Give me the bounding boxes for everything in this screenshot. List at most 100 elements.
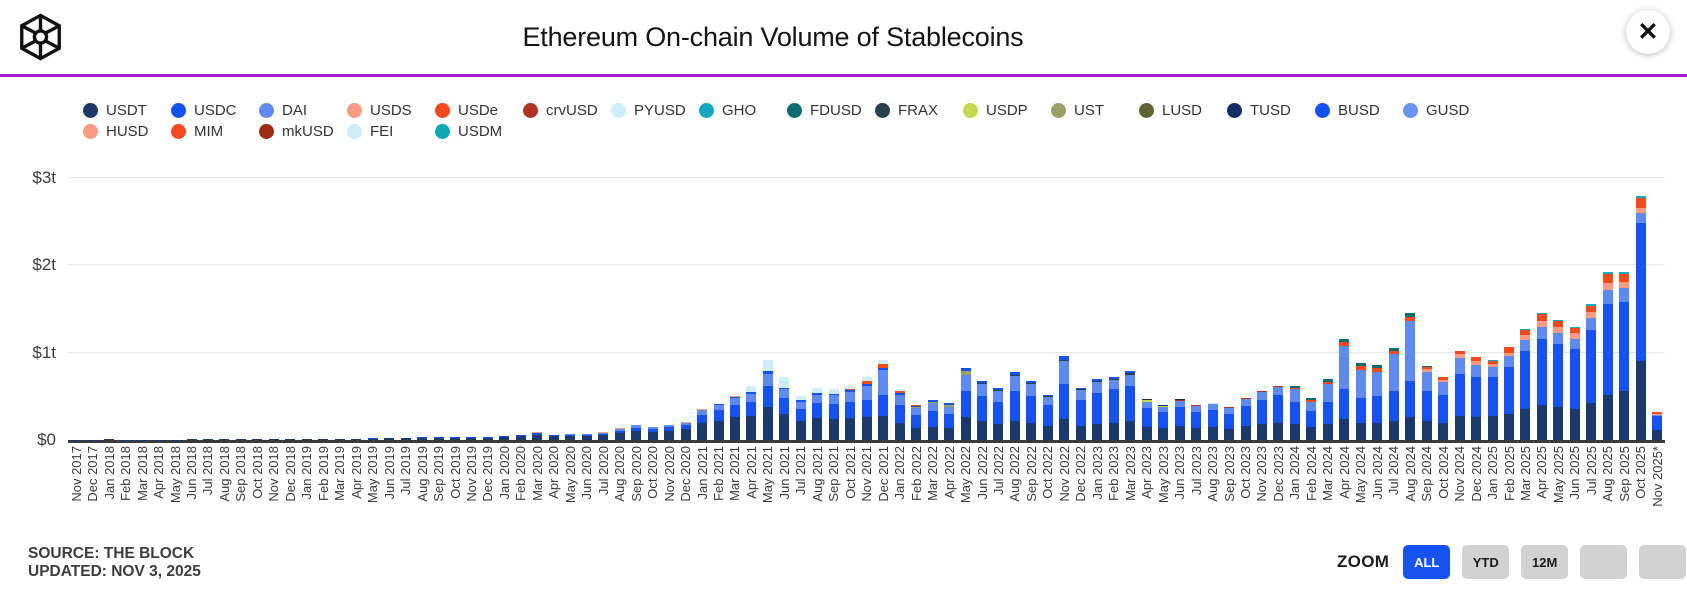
bar-slot-Mar-2025[interactable] xyxy=(1517,165,1533,440)
legend-item-FRAX[interactable]: FRAX xyxy=(875,100,963,121)
legend-item-USDP[interactable]: USDP xyxy=(963,100,1051,121)
bar-slot-May-2022[interactable] xyxy=(957,165,973,440)
bar-slot-Sep-2022[interactable] xyxy=(1023,165,1039,440)
bar-slot-Feb-2022[interactable] xyxy=(908,165,924,440)
bar-slot-Apr-2020[interactable] xyxy=(546,165,562,440)
bar-slot-Dec-2017[interactable] xyxy=(84,165,100,440)
bar-slot-May-2020[interactable] xyxy=(562,165,578,440)
bar-slot-May-2019[interactable] xyxy=(364,165,380,440)
bar-slot-Feb-2020[interactable] xyxy=(513,165,529,440)
bar-slot-Jan-2022[interactable] xyxy=(891,165,907,440)
bar-slot-Jan-2018[interactable] xyxy=(101,165,117,440)
legend-item-LUSD[interactable]: LUSD xyxy=(1139,100,1227,121)
bar-slot-Jun-2020[interactable] xyxy=(579,165,595,440)
bar-slot-Feb-2021[interactable] xyxy=(710,165,726,440)
bar-slot-Mar-2022[interactable] xyxy=(924,165,940,440)
bar-slot-Jan-2020[interactable] xyxy=(496,165,512,440)
bar-slot-Nov-2025-[interactable] xyxy=(1649,165,1665,440)
bar-slot-Apr-2023[interactable] xyxy=(1138,165,1154,440)
bar-slot-Sep-2021[interactable] xyxy=(826,165,842,440)
bar-slot-Aug-2020[interactable] xyxy=(611,165,627,440)
bar-slot-Feb-2024[interactable] xyxy=(1303,165,1319,440)
bar-slot-Feb-2025[interactable] xyxy=(1501,165,1517,440)
bar-slot-Jun-2019[interactable] xyxy=(381,165,397,440)
bar-slot-Sep-2024[interactable] xyxy=(1418,165,1434,440)
bar-slot-Nov-2017[interactable] xyxy=(68,165,84,440)
bar-slot-Jul-2023[interactable] xyxy=(1188,165,1204,440)
zoom-button-blank-3[interactable] xyxy=(1580,545,1628,579)
zoom-button-ALL[interactable]: ALL xyxy=(1403,545,1451,579)
bar-slot-Nov-2024[interactable] xyxy=(1451,165,1467,440)
bar-slot-Mar-2023[interactable] xyxy=(1122,165,1138,440)
bar-slot-Aug-2022[interactable] xyxy=(1007,165,1023,440)
bar-slot-Jul-2024[interactable] xyxy=(1386,165,1402,440)
bar-slot-Dec-2023[interactable] xyxy=(1270,165,1286,440)
bar-slot-Jul-2022[interactable] xyxy=(990,165,1006,440)
bar-slot-Mar-2018[interactable] xyxy=(134,165,150,440)
bar-slot-Jan-2019[interactable] xyxy=(299,165,315,440)
bar-slot-Jan-2021[interactable] xyxy=(694,165,710,440)
zoom-button-12M[interactable]: 12M xyxy=(1521,545,1569,579)
bar-slot-Oct-2022[interactable] xyxy=(1040,165,1056,440)
bar-slot-Dec-2020[interactable] xyxy=(677,165,693,440)
bar-slot-May-2023[interactable] xyxy=(1155,165,1171,440)
bar-slot-May-2018[interactable] xyxy=(167,165,183,440)
bar-slot-Oct-2024[interactable] xyxy=(1435,165,1451,440)
legend-item-USDC[interactable]: USDC xyxy=(171,100,259,121)
bar-slot-Sep-2018[interactable] xyxy=(233,165,249,440)
bar-slot-Dec-2018[interactable] xyxy=(282,165,298,440)
bar-slot-Jan-2023[interactable] xyxy=(1089,165,1105,440)
bar-slot-Apr-2024[interactable] xyxy=(1336,165,1352,440)
legend-item-PYUSD[interactable]: PYUSD xyxy=(611,100,699,121)
bar-slot-Oct-2023[interactable] xyxy=(1237,165,1253,440)
bar-slot-Jan-2025[interactable] xyxy=(1484,165,1500,440)
the-block-logo[interactable] xyxy=(18,12,63,62)
bar-slot-Nov-2022[interactable] xyxy=(1056,165,1072,440)
bar-slot-May-2024[interactable] xyxy=(1353,165,1369,440)
legend-item-UST[interactable]: UST xyxy=(1051,100,1139,121)
bar-slot-Mar-2021[interactable] xyxy=(727,165,743,440)
legend-item-TUSD[interactable]: TUSD xyxy=(1227,100,1315,121)
zoom-button-blank-4[interactable] xyxy=(1639,545,1687,579)
bar-slot-Sep-2025[interactable] xyxy=(1616,165,1632,440)
legend-item-FDUSD[interactable]: FDUSD xyxy=(787,100,875,121)
bar-slot-Mar-2024[interactable] xyxy=(1320,165,1336,440)
bar-slot-Nov-2023[interactable] xyxy=(1254,165,1270,440)
bar-slot-Dec-2022[interactable] xyxy=(1073,165,1089,440)
bar-slot-Jun-2025[interactable] xyxy=(1567,165,1583,440)
legend-item-BUSD[interactable]: BUSD xyxy=(1315,100,1403,121)
bar-slot-Feb-2023[interactable] xyxy=(1106,165,1122,440)
bar-slot-Nov-2020[interactable] xyxy=(661,165,677,440)
bar-slot-Sep-2023[interactable] xyxy=(1221,165,1237,440)
bar-slot-Jul-2025[interactable] xyxy=(1583,165,1599,440)
bar-slot-Jul-2021[interactable] xyxy=(793,165,809,440)
bar-slot-Oct-2020[interactable] xyxy=(644,165,660,440)
bar-slot-Jul-2020[interactable] xyxy=(595,165,611,440)
legend-item-FEI[interactable]: FEI xyxy=(347,121,435,142)
legend-item-HUSD[interactable]: HUSD xyxy=(83,121,171,142)
bar-slot-Feb-2018[interactable] xyxy=(117,165,133,440)
bar-slot-Dec-2019[interactable] xyxy=(480,165,496,440)
bar-slot-Oct-2018[interactable] xyxy=(249,165,265,440)
bar-slot-Mar-2019[interactable] xyxy=(332,165,348,440)
legend-item-GHO[interactable]: GHO xyxy=(699,100,787,121)
bar-slot-Jan-2024[interactable] xyxy=(1287,165,1303,440)
zoom-button-YTD[interactable]: YTD xyxy=(1462,545,1510,579)
bar-slot-Apr-2022[interactable] xyxy=(941,165,957,440)
bar-slot-Jun-2022[interactable] xyxy=(974,165,990,440)
bar-slot-Apr-2018[interactable] xyxy=(150,165,166,440)
legend-item-USDS[interactable]: USDS xyxy=(347,100,435,121)
close-button[interactable]: ✕ xyxy=(1626,10,1670,54)
bar-slot-Oct-2021[interactable] xyxy=(842,165,858,440)
bar-slot-Nov-2021[interactable] xyxy=(859,165,875,440)
bar-slot-Oct-2025[interactable] xyxy=(1633,165,1649,440)
legend-item-USDM[interactable]: USDM xyxy=(435,121,523,142)
bar-slot-Nov-2018[interactable] xyxy=(266,165,282,440)
bar-slot-Apr-2019[interactable] xyxy=(348,165,364,440)
bar-slot-Aug-2023[interactable] xyxy=(1204,165,1220,440)
bar-slot-Jun-2024[interactable] xyxy=(1369,165,1385,440)
bar-slot-Feb-2019[interactable] xyxy=(315,165,331,440)
bar-slot-Aug-2024[interactable] xyxy=(1402,165,1418,440)
bar-slot-Jul-2018[interactable] xyxy=(200,165,216,440)
bar-slot-Mar-2020[interactable] xyxy=(529,165,545,440)
